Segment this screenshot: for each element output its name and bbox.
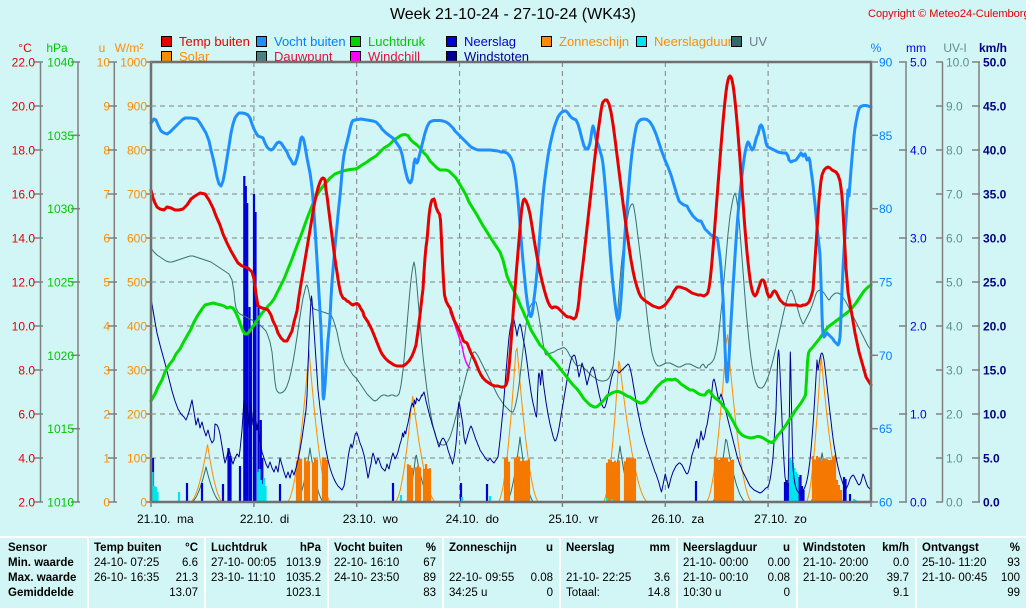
svg-text:4.0: 4.0 [18,452,35,466]
svg-text:14.0: 14.0 [12,232,36,246]
svg-text:30.0: 30.0 [983,232,1007,246]
svg-text:26.10. za: 26.10. za [651,512,704,526]
svg-text:1020: 1020 [47,349,74,363]
svg-text:3.0: 3.0 [946,364,963,378]
svg-text:40.0: 40.0 [983,144,1007,158]
svg-text:6.0: 6.0 [18,408,35,422]
svg-text:20.0: 20.0 [983,320,1007,334]
svg-text:12.0: 12.0 [12,276,36,290]
svg-text:hPa: hPa [46,41,68,55]
svg-text:16.0: 16.0 [12,188,36,202]
svg-text:8: 8 [103,144,110,158]
svg-text:22.10. di: 22.10. di [240,512,289,526]
svg-text:u: u [99,41,106,55]
svg-text:5.0: 5.0 [983,452,1000,466]
svg-text:1010: 1010 [47,496,74,510]
svg-text:85: 85 [879,129,893,143]
svg-text:100: 100 [127,452,147,466]
svg-text:900: 900 [127,100,147,114]
svg-text:300: 300 [127,364,147,378]
svg-text:8.0: 8.0 [18,364,35,378]
svg-text:0.0: 0.0 [910,496,927,510]
svg-text:0: 0 [140,496,147,510]
svg-text:1.0: 1.0 [910,408,927,422]
svg-text:24.10. do: 24.10. do [446,512,500,526]
svg-text:65: 65 [879,422,893,436]
svg-text:1030: 1030 [47,202,74,216]
svg-text:0: 0 [103,496,110,510]
svg-text:0.0: 0.0 [946,496,963,510]
svg-text:km/h: km/h [979,41,1007,55]
svg-text:UV-I: UV-I [943,41,966,55]
svg-text:1000: 1000 [120,56,147,70]
svg-text:4: 4 [103,320,110,334]
svg-text:6: 6 [103,232,110,246]
svg-text:1035: 1035 [47,129,74,143]
svg-text:1025: 1025 [47,276,74,290]
svg-text:2.0: 2.0 [910,320,927,334]
svg-text:10.0: 10.0 [12,320,36,334]
svg-text:90: 90 [879,56,893,70]
svg-text:21.10. ma: 21.10. ma [137,512,194,526]
svg-text:35.0: 35.0 [983,188,1007,202]
svg-text:4.0: 4.0 [946,320,963,334]
svg-text:2: 2 [103,408,110,422]
svg-text:°C: °C [18,41,32,55]
svg-text:600: 600 [127,232,147,246]
svg-text:200: 200 [127,408,147,422]
svg-text:22.0: 22.0 [12,56,36,70]
svg-text:25.0: 25.0 [983,276,1007,290]
svg-text:9.0: 9.0 [946,100,963,114]
svg-text:5.0: 5.0 [946,276,963,290]
svg-text:3.0: 3.0 [910,232,927,246]
svg-text:3: 3 [103,364,110,378]
svg-text:700: 700 [127,188,147,202]
svg-text:45.0: 45.0 [983,100,1007,114]
svg-text:500: 500 [127,276,147,290]
svg-text:7: 7 [103,188,110,202]
svg-text:50.0: 50.0 [983,56,1007,70]
svg-text:7.0: 7.0 [946,188,963,202]
svg-text:%: % [871,41,882,55]
svg-text:1: 1 [103,452,110,466]
svg-text:4.0: 4.0 [910,144,927,158]
svg-text:18.0: 18.0 [12,144,36,158]
svg-text:2.0: 2.0 [18,496,35,510]
svg-text:15.0: 15.0 [983,364,1007,378]
svg-text:1.0: 1.0 [946,452,963,466]
svg-text:1040: 1040 [47,56,74,70]
svg-text:800: 800 [127,144,147,158]
svg-text:20.0: 20.0 [12,100,36,114]
svg-text:0.0: 0.0 [983,496,1000,510]
svg-text:2.0: 2.0 [946,408,963,422]
svg-text:27.10. zo: 27.10. zo [754,512,807,526]
svg-text:60: 60 [879,496,893,510]
svg-text:6.0: 6.0 [946,232,963,246]
svg-text:mm: mm [906,41,926,55]
svg-text:75: 75 [879,276,893,290]
svg-text:23.10. wo: 23.10. wo [343,512,399,526]
svg-text:5.0: 5.0 [910,56,927,70]
svg-text:400: 400 [127,320,147,334]
svg-text:70: 70 [879,349,893,363]
svg-text:1015: 1015 [47,422,74,436]
svg-text:25.10. vr: 25.10. vr [548,512,598,526]
svg-text:5: 5 [103,276,110,290]
svg-text:10.0: 10.0 [983,408,1007,422]
svg-text:8.0: 8.0 [946,144,963,158]
svg-text:W/m²: W/m² [115,41,144,55]
svg-text:10.0: 10.0 [946,56,970,70]
svg-text:10: 10 [97,56,111,70]
svg-text:9: 9 [103,100,110,114]
svg-text:80: 80 [879,202,893,216]
